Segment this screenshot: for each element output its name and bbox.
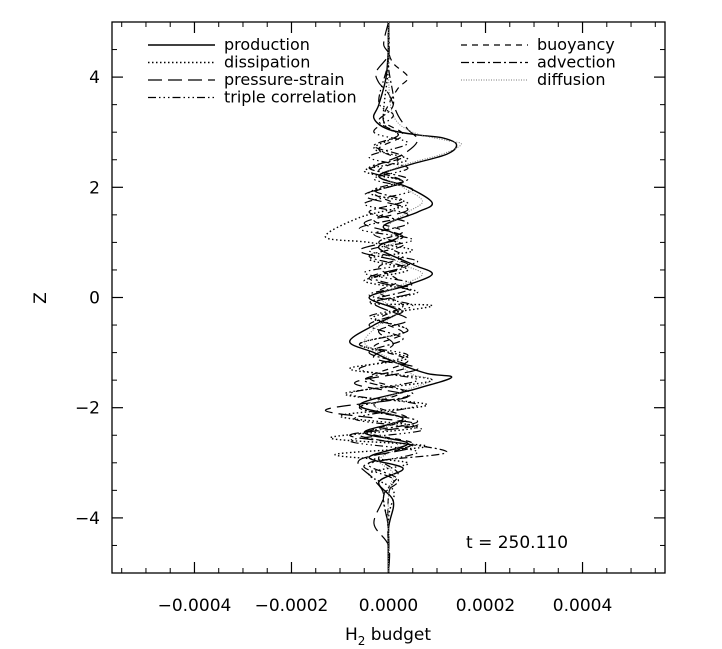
- x-axis-title-subscript: 2: [358, 634, 366, 648]
- legend: productiondissipationpressure-straintrip…: [148, 35, 616, 107]
- legend-label-pressure-strain: pressure-strain: [224, 70, 344, 89]
- x-tick-label: 0.0002: [456, 596, 515, 616]
- y-tick-label: 4: [89, 68, 100, 88]
- x-tick-label: 0.0000: [359, 596, 418, 616]
- legend-label-advection: advection: [537, 53, 616, 72]
- series-line-production: [348, 21, 458, 574]
- x-tick-label: 0.0004: [553, 596, 612, 616]
- y-tick-label: −2: [75, 399, 100, 419]
- annotation-text: t = 250.110: [466, 533, 568, 553]
- x-axis-title-suffix: budget: [365, 625, 431, 645]
- legend-label-dissipation: dissipation: [224, 53, 310, 72]
- y-tick-label: 2: [89, 178, 100, 198]
- x-axis-title: H2 budget: [345, 625, 431, 648]
- legend-label-diffusion: diffusion: [537, 70, 605, 89]
- series-line-pressure-strain: [324, 21, 419, 574]
- legend-label-buoyancy: buoyancy: [537, 35, 615, 54]
- axis-ticks: −0.0004 −0.0002 0.0000 0.0002 0.0004 4 2 0 −2 −4: [75, 21, 665, 616]
- series-layer: [324, 21, 462, 574]
- x-tick-label: −0.0004: [158, 596, 232, 616]
- x-axis-title-main: H: [345, 625, 358, 645]
- legend-label-production: production: [224, 35, 310, 54]
- legend-label-triple-correlation: triple correlation: [224, 88, 357, 107]
- x-tick-label: −0.0002: [255, 596, 329, 616]
- y-tick-label: 0: [89, 289, 100, 309]
- y-axis-title: Z: [31, 292, 51, 304]
- plot-frame: [111, 21, 666, 574]
- series-line-advection: [358, 21, 448, 574]
- series-line-buoyancy: [368, 21, 414, 574]
- series-line-triple-correlation: [349, 21, 424, 574]
- y-tick-label: −4: [75, 509, 100, 529]
